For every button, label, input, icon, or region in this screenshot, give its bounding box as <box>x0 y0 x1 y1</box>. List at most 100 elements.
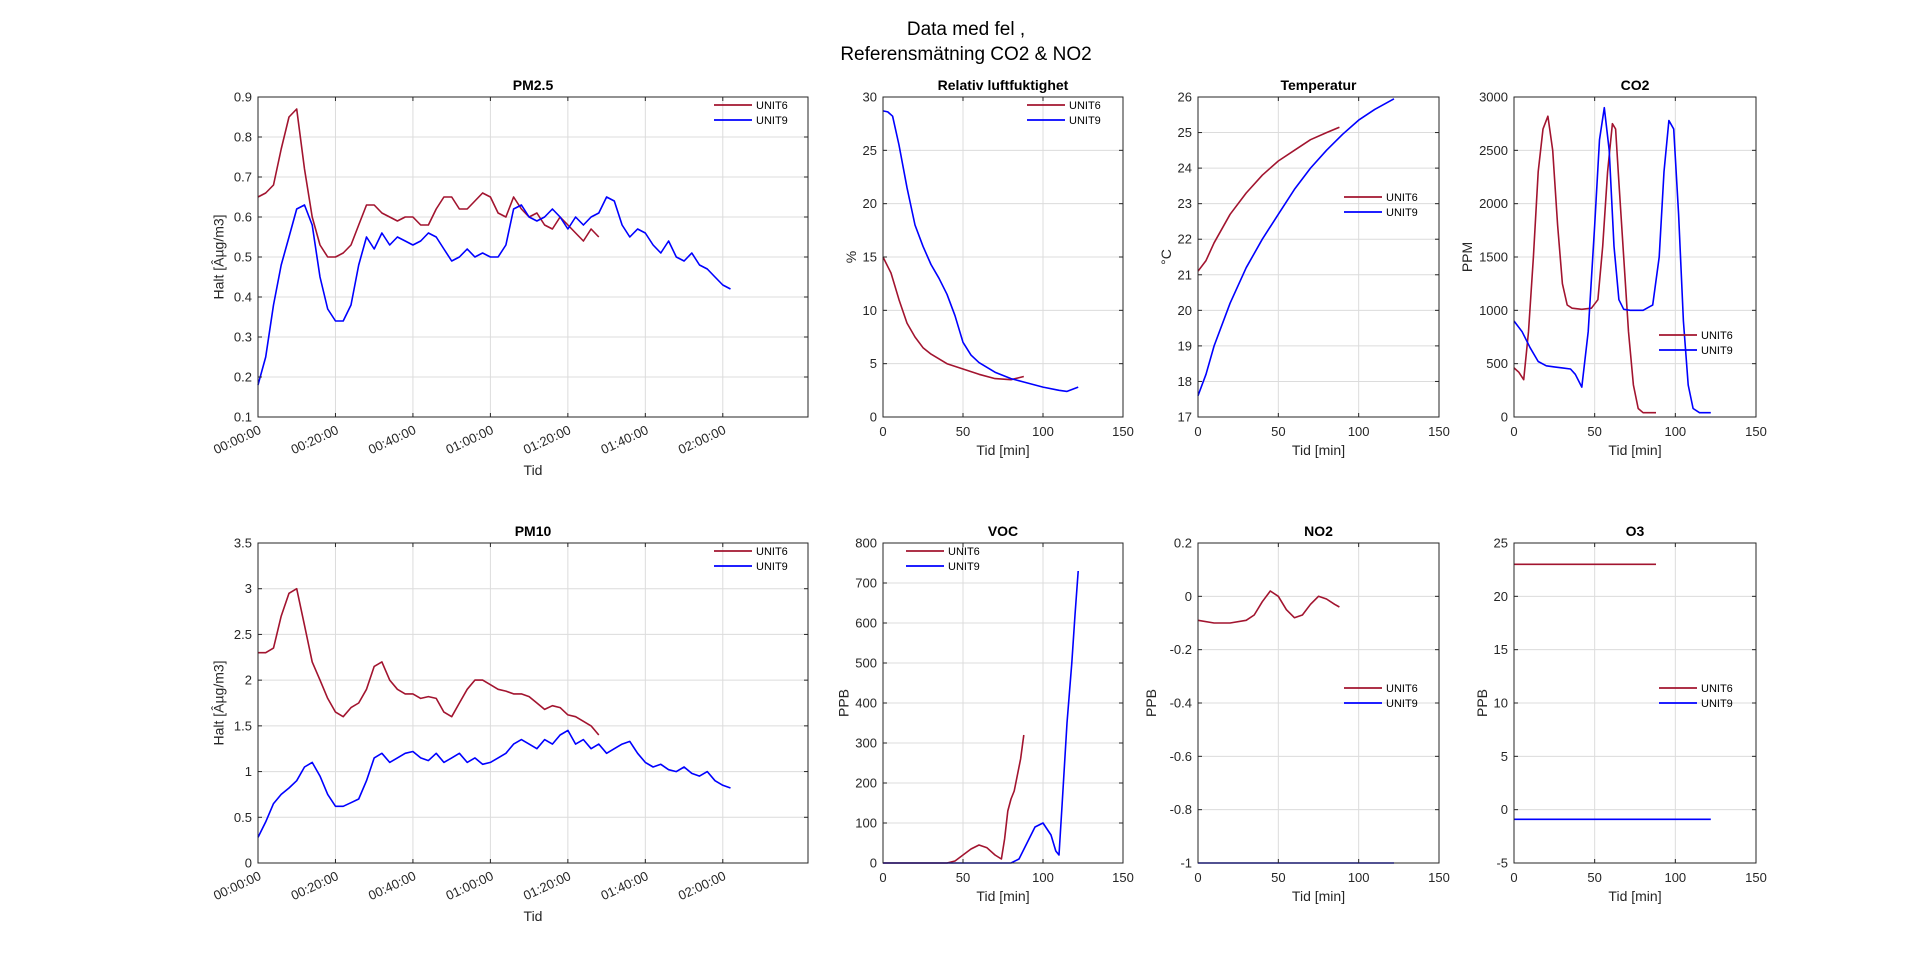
x-tick-label: 150 <box>1745 424 1767 439</box>
x-tick-label: 0 <box>1510 424 1517 439</box>
y-tick-label: -5 <box>1496 856 1508 871</box>
series-line-unit9 <box>883 570 1079 864</box>
x-tick-label: 0 <box>1510 870 1517 885</box>
y-tick-label: -0.8 <box>1170 802 1192 817</box>
legend-label-unit6: UNIT6 <box>1069 100 1101 112</box>
legend-label-unit6: UNIT6 <box>1701 330 1733 342</box>
x-tick-label: 50 <box>1587 424 1601 439</box>
y-tick-label: 25 <box>1178 125 1192 140</box>
y-tick-label: 700 <box>855 576 877 591</box>
axes-background <box>1198 97 1439 417</box>
y-tick-label: 300 <box>855 736 877 751</box>
y-tick-label: 20 <box>863 196 877 211</box>
y-tick-label: 0.3 <box>234 330 252 345</box>
y-tick-label: 0.4 <box>234 290 252 305</box>
legend-label-unit6: UNIT6 <box>1386 192 1418 204</box>
y-tick-label: 0.9 <box>234 90 252 105</box>
legend: UNIT6 UNIT9 <box>1027 100 1101 127</box>
subplot-pm25: 00:00:00 00:20:00 00:40:00 01:00:00 01:20:00… <box>211 77 809 478</box>
x-tick-label: 50 <box>1271 870 1285 885</box>
x-axis-label: Tid [min] <box>1292 442 1345 458</box>
x-tick-label: 01:00:00 <box>443 422 495 457</box>
y-axis-label: % <box>843 251 859 263</box>
subplot-title: PM10 <box>515 523 552 539</box>
y-tick-label: 1 <box>245 764 252 779</box>
legend-label-unit9: UNIT9 <box>1069 115 1101 127</box>
x-tick-label: 00:40:00 <box>366 422 418 457</box>
y-tick-label: 2.5 <box>234 627 252 642</box>
x-tick-label: 01:20:00 <box>521 422 573 457</box>
y-tick-label: 20 <box>1494 589 1508 604</box>
y-tick-label: 0 <box>870 856 877 871</box>
legend: UNIT6 UNIT9 <box>1344 683 1418 710</box>
legend: UNIT6 UNIT9 <box>714 546 788 573</box>
y-tick-label: 21 <box>1178 267 1192 282</box>
series-line-unit6 <box>258 587 600 736</box>
y-tick-label: 800 <box>855 536 877 551</box>
y-tick-label: 19 <box>1178 338 1192 353</box>
x-tick-label: 150 <box>1745 870 1767 885</box>
legend: UNIT6 UNIT9 <box>906 546 980 573</box>
y-axis-label: Halt [Âµg/m3] <box>211 660 227 745</box>
legend: UNIT6 UNIT9 <box>1659 330 1733 357</box>
y-tick-label: 500 <box>855 656 877 671</box>
x-tick-label: 00:00:00 <box>211 422 263 457</box>
y-tick-label: 3 <box>245 581 252 596</box>
axes-frame <box>257 542 809 864</box>
x-tick-label: 50 <box>1271 424 1285 439</box>
legend-label-unit9: UNIT9 <box>1386 698 1418 710</box>
y-tick-label: 0 <box>1185 589 1192 604</box>
y-tick-label: 2 <box>245 673 252 688</box>
y-tick-label: 0.6 <box>234 210 252 225</box>
y-tick-label: 0 <box>1501 802 1508 817</box>
x-tick-label: 100 <box>1032 870 1054 885</box>
subplot-title: PM2.5 <box>513 77 554 93</box>
x-tick-label: 100 <box>1348 424 1370 439</box>
x-tick-label: 150 <box>1428 870 1450 885</box>
series-line-unit6 <box>882 256 1024 381</box>
x-tick-label: 50 <box>956 870 970 885</box>
y-tick-label: 0.2 <box>234 370 252 385</box>
y-tick-label: 0.5 <box>234 250 252 265</box>
y-tick-label: 0.1 <box>234 410 252 425</box>
y-axis-label: PPM <box>1459 242 1475 272</box>
y-tick-label: 0.8 <box>234 130 252 145</box>
subplot-title: Relativ luftfuktighet <box>938 77 1069 93</box>
x-tick-label: 01:20:00 <box>521 868 573 903</box>
x-axis-label: Tid <box>524 462 543 478</box>
y-tick-label: 1000 <box>1479 303 1508 318</box>
legend-label-unit6: UNIT6 <box>1701 683 1733 695</box>
y-tick-label: 10 <box>863 303 877 318</box>
y-tick-label: 500 <box>1486 356 1508 371</box>
subplot-temp: 0 50 100 150 17 18 19 20 21 22 23 24 25 26 Temperatur T… <box>1158 77 1450 458</box>
y-tick-label: 15 <box>1494 642 1508 657</box>
legend: UNIT6 UNIT9 <box>1659 683 1733 710</box>
legend-label-unit6: UNIT6 <box>756 100 788 112</box>
subplot-title: NO2 <box>1304 523 1333 539</box>
legend: UNIT6 UNIT9 <box>1344 192 1418 219</box>
y-axis-label: PPB <box>1143 689 1159 717</box>
y-tick-label: 200 <box>855 776 877 791</box>
y-tick-label: 5 <box>870 356 877 371</box>
y-tick-label: 0 <box>245 856 252 871</box>
y-tick-label: 23 <box>1178 196 1192 211</box>
x-tick-label: 01:00:00 <box>443 868 495 903</box>
x-tick-label: 150 <box>1428 424 1450 439</box>
subplot-voc: 0 50 100 150 0 100 200 300 400 500 600 700 800 VOC Tid… <box>836 523 1134 904</box>
legend-label-unit6: UNIT6 <box>1386 683 1418 695</box>
y-tick-label: 100 <box>855 816 877 831</box>
legend-label-unit9: UNIT9 <box>756 561 788 573</box>
y-tick-label: 0 <box>870 410 877 425</box>
y-tick-label: 0.2 <box>1174 536 1192 551</box>
x-axis-label: Tid [min] <box>976 888 1029 904</box>
series-line-unit9 <box>257 729 731 838</box>
x-tick-label: 150 <box>1112 424 1134 439</box>
x-tick-label: 01:40:00 <box>598 422 650 457</box>
y-tick-label: 20 <box>1178 303 1192 318</box>
y-tick-label: 0 <box>1501 410 1508 425</box>
y-tick-label: 24 <box>1178 161 1192 176</box>
y-tick-label: 17 <box>1178 410 1192 425</box>
x-tick-label: 01:40:00 <box>598 868 650 903</box>
